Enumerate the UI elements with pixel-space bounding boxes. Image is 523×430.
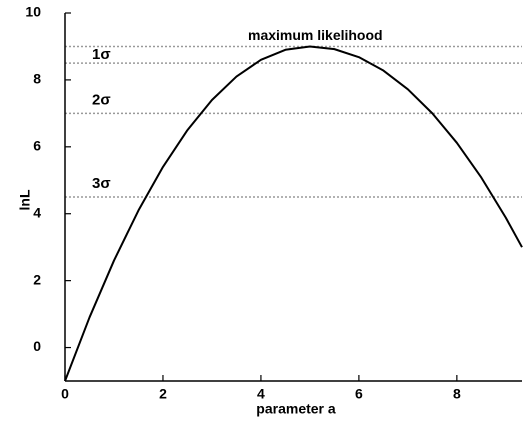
y-tick-label: 2	[33, 271, 41, 287]
y-tick-label: 6	[33, 138, 41, 154]
x-axis-label: parameter a	[256, 401, 336, 417]
y-tick-label: 8	[33, 71, 41, 87]
reference-label: 1σ	[92, 46, 111, 63]
reference-label: 3σ	[92, 175, 111, 192]
x-tick-label: 8	[453, 386, 461, 402]
reference-label: 2σ	[92, 91, 111, 108]
y-axis-label: lnL	[17, 189, 33, 210]
x-tick-label: 2	[159, 386, 167, 402]
x-tick-label: 6	[355, 386, 363, 402]
y-tick-label: 0	[33, 338, 41, 354]
x-tick-label: 0	[61, 386, 69, 402]
y-tick-label: 4	[33, 204, 41, 220]
curve	[64, 45, 523, 382]
reference-label: maximum likelihood	[248, 27, 383, 43]
x-tick-label: 4	[257, 386, 265, 402]
y-tick-label: 10	[25, 4, 41, 20]
